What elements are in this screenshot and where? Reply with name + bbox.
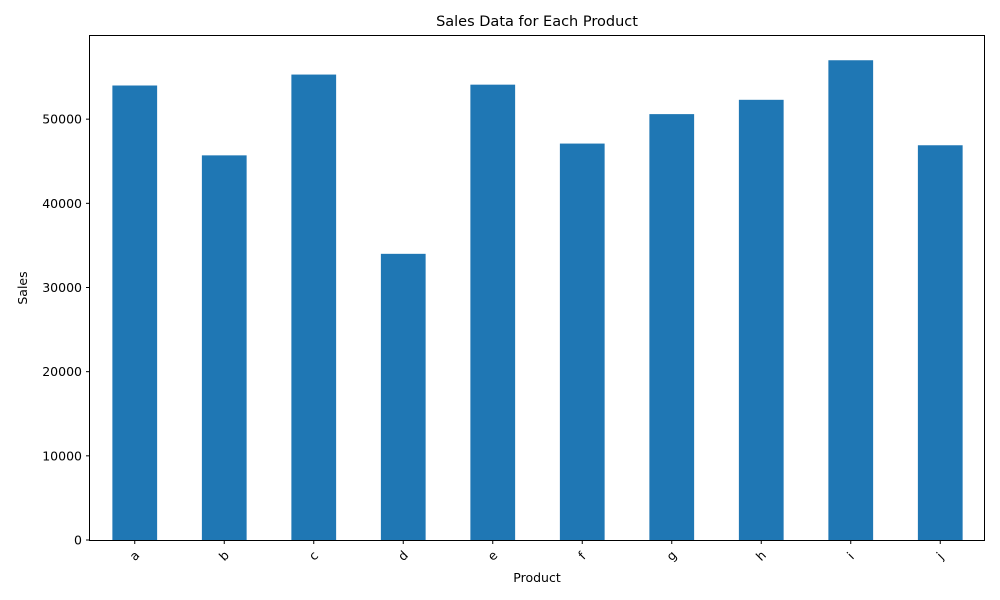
y-axis-label: Sales (15, 271, 30, 304)
x-tick-label-i: i (844, 549, 857, 562)
bar-a (112, 85, 158, 540)
x-tick-label-j: j (933, 549, 947, 563)
plot-frame (89, 35, 985, 541)
y-tick-label-0: 0 (74, 533, 82, 548)
bar-e (470, 84, 516, 540)
y-tick-label-40000: 40000 (42, 196, 82, 211)
bar-g (649, 114, 695, 541)
bar-h (738, 99, 784, 540)
x-tick-label-c: c (306, 548, 322, 564)
bar-d (380, 253, 426, 540)
chart-title: Sales Data for Each Product (436, 14, 638, 30)
bar-b (201, 155, 247, 541)
x-axis-label: Product (513, 570, 561, 585)
x-tick-label-f: f (575, 548, 589, 562)
bars-group (112, 60, 963, 541)
y-tick-label-30000: 30000 (42, 280, 82, 295)
x-tick-label-h: h (753, 548, 769, 564)
x-tick-label-d: d (395, 548, 411, 564)
bar-i (828, 60, 874, 540)
y-tick-label-20000: 20000 (42, 364, 82, 379)
bar-f (559, 143, 605, 540)
y-tick-label-10000: 10000 (42, 448, 82, 463)
x-tick-label-a: a (126, 548, 142, 564)
bar-j (917, 145, 963, 540)
y-tick-label-50000: 50000 (42, 112, 82, 127)
x-tick-label-e: e (484, 547, 500, 563)
y-axis-ticks: 0 10000 20000 30000 40000 50000 (42, 112, 90, 548)
x-tick-label-b: b (216, 547, 232, 563)
x-tick-label-g: g (663, 548, 679, 564)
bar-c (291, 74, 337, 540)
x-axis-ticks: a b c d e f g h i j (126, 540, 946, 564)
